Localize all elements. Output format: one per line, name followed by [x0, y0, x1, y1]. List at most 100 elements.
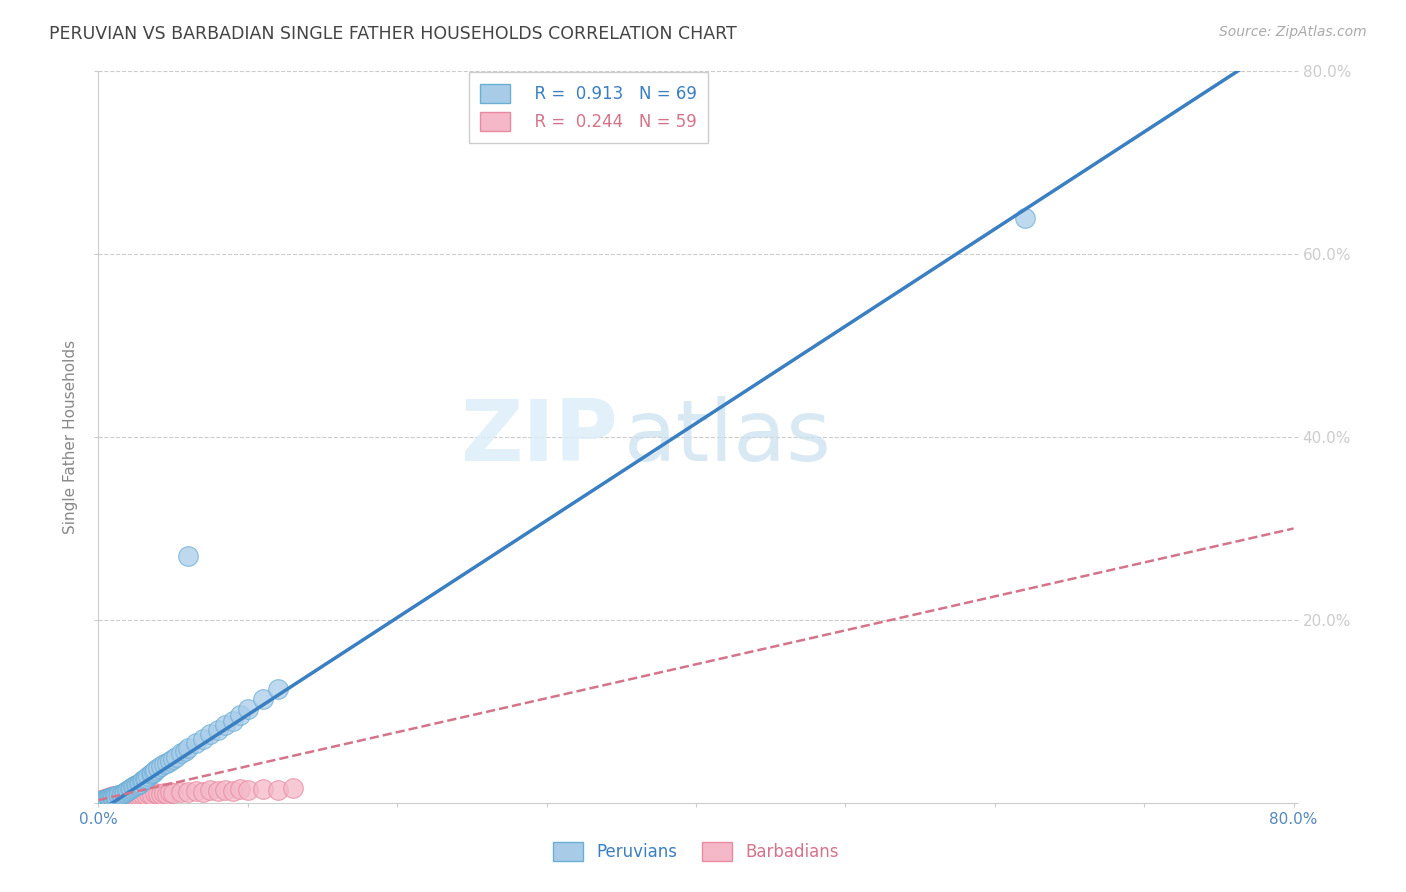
Point [90, 795, 112, 809]
Point [91, 793, 114, 807]
Point [138, 787, 160, 801]
Point [108, 789, 131, 804]
Point [93, 793, 115, 807]
Point [98, 790, 122, 805]
Point [98, 792, 122, 806]
Point [143, 763, 166, 777]
Point [214, 718, 236, 732]
Point [89, 795, 111, 809]
Point [229, 782, 252, 797]
Point [105, 789, 128, 804]
Point [174, 744, 197, 758]
Point [93, 793, 115, 807]
Point [110, 788, 132, 802]
Point [117, 783, 139, 797]
Point [177, 785, 200, 799]
Text: Source: ZipAtlas.com: Source: ZipAtlas.com [1219, 25, 1367, 39]
Point [94, 793, 117, 807]
Point [96, 792, 118, 806]
Point [111, 789, 134, 803]
Point [107, 789, 129, 803]
Point [103, 789, 125, 804]
Point [97, 791, 120, 805]
Point [135, 771, 157, 785]
Point [169, 785, 191, 799]
Point [222, 714, 245, 728]
Point [156, 756, 179, 770]
Point [118, 789, 141, 804]
Point [156, 787, 179, 801]
Point [148, 761, 170, 775]
Point [281, 781, 304, 796]
Point [191, 785, 214, 799]
Point [222, 784, 245, 798]
Point [129, 775, 152, 789]
Point [90, 793, 112, 807]
Point [114, 785, 136, 799]
Point [159, 785, 181, 799]
Point [91, 794, 114, 808]
Point [200, 783, 222, 797]
Point [184, 736, 207, 750]
Point [143, 786, 166, 800]
Point [124, 780, 146, 794]
Y-axis label: Single Father Households: Single Father Households [63, 340, 79, 534]
Point [96, 793, 118, 807]
Point [131, 773, 153, 788]
Point [128, 776, 150, 790]
Text: atlas: atlas [624, 395, 832, 479]
Point [107, 790, 129, 805]
Point [118, 782, 141, 797]
Point [127, 778, 149, 792]
Point [267, 681, 290, 696]
Point [184, 784, 207, 798]
Point [94, 792, 117, 806]
Point [110, 790, 132, 805]
Point [1014, 211, 1036, 225]
Point [141, 765, 163, 780]
Point [177, 549, 200, 563]
Point [121, 780, 143, 795]
Point [115, 789, 138, 804]
Point [108, 788, 131, 802]
Point [93, 792, 115, 806]
Point [207, 723, 229, 737]
Point [115, 784, 138, 798]
Point [93, 794, 115, 808]
Point [125, 779, 148, 793]
Point [91, 794, 114, 808]
Point [97, 792, 120, 806]
Point [139, 767, 162, 781]
Point [129, 789, 152, 803]
Point [105, 790, 128, 805]
Point [191, 731, 214, 746]
Point [101, 791, 124, 805]
Legend: Peruvians, Barbadians: Peruvians, Barbadians [546, 835, 846, 868]
Point [90, 794, 112, 808]
Point [101, 791, 124, 805]
Point [229, 708, 252, 723]
Point [132, 772, 155, 787]
Point [207, 784, 229, 798]
Point [136, 769, 159, 783]
Point [150, 787, 173, 801]
Point [162, 752, 184, 766]
Point [135, 788, 157, 802]
Point [103, 790, 125, 805]
Point [169, 747, 191, 761]
Point [150, 759, 173, 773]
Point [142, 764, 165, 779]
Point [91, 793, 114, 807]
Point [159, 754, 181, 768]
Point [97, 792, 120, 806]
Point [120, 781, 142, 796]
Point [127, 788, 149, 802]
Point [101, 790, 124, 805]
Point [104, 790, 127, 805]
Point [112, 786, 135, 800]
Point [153, 786, 176, 800]
Point [165, 750, 187, 764]
Point [101, 790, 124, 805]
Text: PERUVIAN VS BARBADIAN SINGLE FATHER HOUSEHOLDS CORRELATION CHART: PERUVIAN VS BARBADIAN SINGLE FATHER HOUS… [49, 25, 737, 43]
Point [96, 793, 118, 807]
